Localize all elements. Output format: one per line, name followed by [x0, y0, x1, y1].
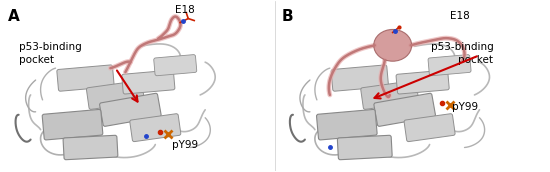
FancyBboxPatch shape: [396, 70, 449, 94]
Text: A: A: [8, 9, 19, 24]
FancyBboxPatch shape: [428, 55, 471, 76]
FancyBboxPatch shape: [130, 114, 181, 142]
Text: p53-binding
pocket: p53-binding pocket: [19, 42, 81, 65]
Text: E18: E18: [175, 5, 195, 15]
FancyBboxPatch shape: [404, 114, 455, 142]
Ellipse shape: [374, 29, 411, 61]
FancyBboxPatch shape: [122, 70, 175, 94]
FancyBboxPatch shape: [154, 55, 197, 76]
Text: B: B: [282, 9, 294, 24]
FancyBboxPatch shape: [317, 109, 377, 140]
FancyBboxPatch shape: [374, 93, 436, 126]
FancyBboxPatch shape: [361, 80, 419, 109]
FancyBboxPatch shape: [42, 109, 103, 140]
FancyBboxPatch shape: [57, 65, 114, 91]
FancyBboxPatch shape: [100, 93, 161, 126]
FancyBboxPatch shape: [331, 65, 388, 91]
FancyBboxPatch shape: [337, 135, 392, 160]
Text: p53-binding
pocket: p53-binding pocket: [431, 42, 493, 65]
Text: pY99: pY99: [172, 139, 199, 150]
FancyBboxPatch shape: [86, 80, 144, 109]
FancyBboxPatch shape: [63, 135, 118, 160]
Text: E18: E18: [450, 11, 469, 21]
Text: pY99: pY99: [452, 102, 478, 112]
